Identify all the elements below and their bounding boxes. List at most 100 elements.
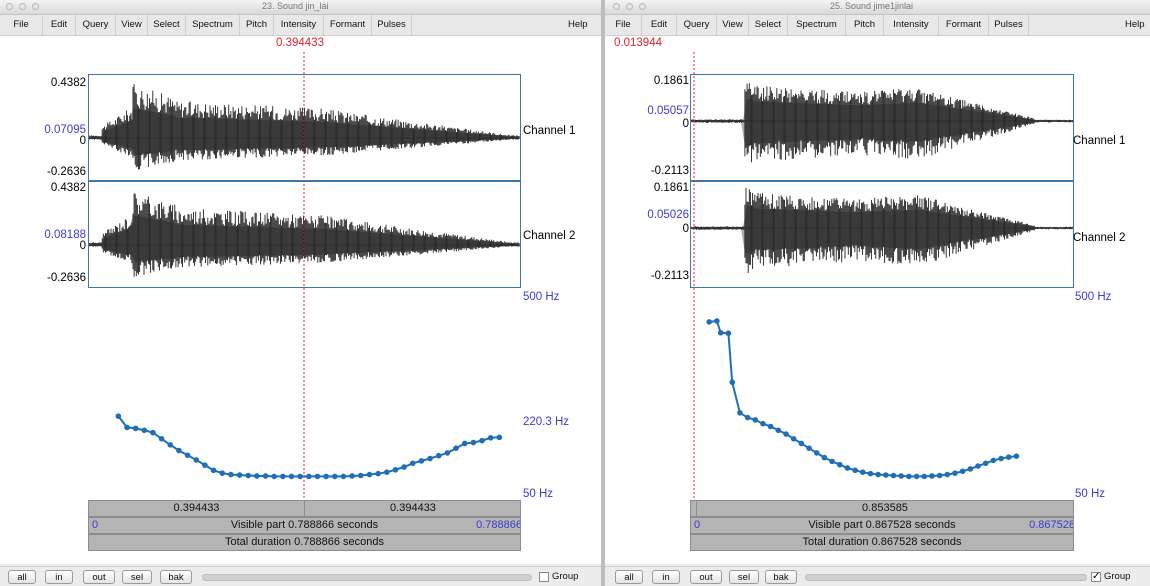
- segment-left[interactable]: 0.394433: [173, 502, 220, 514]
- waveform-path: [89, 193, 520, 277]
- menu-spectrum[interactable]: Spectrum: [788, 15, 846, 35]
- menu-query[interactable]: Query: [677, 15, 717, 35]
- zoom-window-icon[interactable]: [32, 3, 39, 10]
- horizontal-scrollbar[interactable]: [202, 574, 532, 581]
- pitch-point: [323, 473, 329, 480]
- menu-view[interactable]: View: [717, 15, 749, 35]
- pitch-point: [936, 472, 943, 479]
- zoom-window-icon[interactable]: [639, 3, 646, 10]
- menu-intensity[interactable]: Intensity: [884, 15, 939, 35]
- zoom-sel-button[interactable]: sel: [122, 570, 152, 584]
- waveform-path: [691, 83, 1073, 163]
- minimize-window-icon[interactable]: [19, 3, 26, 10]
- zoom-out-button[interactable]: out: [83, 570, 115, 584]
- menu-edit[interactable]: Edit: [43, 15, 76, 35]
- pitch-point: [836, 461, 843, 468]
- pitch-point: [306, 473, 312, 480]
- visible-part-bar[interactable]: 0 Visible part 0.867528 seconds 0.867528: [690, 517, 1074, 534]
- menu-help[interactable]: Help: [568, 19, 588, 30]
- minimize-window-icon[interactable]: [626, 3, 633, 10]
- zoom-toolbar: all in out sel bak Group: [0, 566, 601, 586]
- ch1-min-label: -0.2113: [650, 165, 689, 177]
- window-title: 25. Sound jime1jinlai: [830, 1, 914, 11]
- pitch-point: [737, 410, 743, 416]
- group-checkbox[interactable]: ✓: [1091, 571, 1101, 582]
- horizontal-scrollbar[interactable]: [805, 574, 1087, 581]
- menu-view[interactable]: View: [116, 15, 148, 35]
- waveform-2-svg: [691, 187, 1073, 273]
- visible-end: 0.867528: [1029, 519, 1074, 531]
- menu-query[interactable]: Query: [76, 15, 116, 35]
- segment-bar[interactable]: 0.853585: [690, 500, 1074, 517]
- menu-bar: File Edit Query View Select Spectrum Pit…: [0, 15, 601, 36]
- menu-formant[interactable]: Formant: [939, 15, 989, 35]
- window-divider: [601, 0, 605, 586]
- menu-select[interactable]: Select: [148, 15, 186, 35]
- waveform-channel-1[interactable]: [88, 74, 521, 181]
- menu-file[interactable]: File: [0, 15, 43, 35]
- zoom-back-button[interactable]: bak: [160, 570, 192, 584]
- pitch-point: [767, 423, 774, 430]
- menu-spectrum[interactable]: Spectrum: [186, 15, 240, 35]
- menu-pitch[interactable]: Pitch: [846, 15, 884, 35]
- pitch-point: [418, 458, 425, 464]
- title-bar[interactable]: 23. Sound jin_lái: [0, 0, 601, 15]
- waveform-channel-1[interactable]: [690, 74, 1074, 181]
- zoom-sel-button[interactable]: sel: [729, 570, 759, 584]
- waveform-channel-2[interactable]: [88, 181, 521, 288]
- close-window-icon[interactable]: [6, 3, 13, 10]
- zoom-in-button[interactable]: in: [45, 570, 73, 584]
- group-label: Group: [552, 571, 579, 582]
- zoom-back-button[interactable]: bak: [765, 570, 797, 584]
- waveform-channel-2[interactable]: [690, 181, 1074, 288]
- pitch-point: [752, 417, 759, 423]
- visible-part-bar[interactable]: 0 Visible part 0.788866 seconds 0.788866: [88, 517, 521, 534]
- waveform-path: [691, 187, 1073, 273]
- pitch-point: [990, 457, 997, 464]
- menu-pulses[interactable]: Pulses: [989, 15, 1029, 35]
- channel-1-label: Channel 1: [1073, 135, 1126, 147]
- pitch-point: [202, 462, 208, 468]
- pitch-point: [790, 435, 797, 442]
- segment-separator: [696, 501, 697, 516]
- pitch-point: [176, 447, 182, 454]
- visible-end: 0.788866: [476, 519, 521, 531]
- menu-pitch[interactable]: Pitch: [240, 15, 274, 35]
- menu-pulses[interactable]: Pulses: [372, 15, 412, 35]
- segment-right[interactable]: 0.394433: [390, 502, 436, 514]
- pitch-mid-label: 220.3 Hz: [523, 416, 570, 428]
- group-checkbox[interactable]: [539, 572, 549, 582]
- menu-intensity[interactable]: Intensity: [274, 15, 324, 35]
- pitch-point: [366, 471, 373, 478]
- menu-select[interactable]: Select: [749, 15, 788, 35]
- segment-full[interactable]: 0.853585: [862, 502, 908, 514]
- pitch-point: [158, 435, 165, 442]
- pitch-point: [1013, 453, 1020, 459]
- pitch-point: [921, 473, 928, 480]
- pitch-point: [375, 470, 381, 477]
- title-bar[interactable]: 25. Sound jime1jinlai: [605, 0, 1150, 15]
- close-window-icon[interactable]: [613, 3, 620, 10]
- menu-formant[interactable]: Formant: [324, 15, 372, 35]
- pitch-point: [461, 440, 468, 447]
- pitch-point: [210, 467, 217, 474]
- zoom-in-button[interactable]: in: [652, 570, 680, 584]
- pitch-point: [952, 470, 958, 476]
- pitch-track[interactable]: [690, 288, 1074, 500]
- zoom-out-button[interactable]: out: [690, 570, 722, 584]
- menu-file[interactable]: File: [605, 15, 642, 35]
- zoom-all-button[interactable]: all: [8, 570, 36, 584]
- pitch-point: [890, 472, 897, 479]
- menu-edit[interactable]: Edit: [642, 15, 677, 35]
- total-duration-bar[interactable]: Total duration 0.867528 seconds: [690, 534, 1074, 551]
- pitch-point: [383, 469, 390, 476]
- zoom-all-button[interactable]: all: [615, 570, 643, 584]
- total-duration-text: Total duration 0.788866 seconds: [224, 536, 384, 548]
- ch1-cursor-value: 0.05057: [647, 105, 689, 117]
- waveform-1-svg: [691, 83, 1073, 163]
- total-duration-bar[interactable]: Total duration 0.788866 seconds: [88, 534, 521, 551]
- menu-help[interactable]: Help: [1125, 19, 1145, 30]
- segment-bar[interactable]: 0.394433 0.394433: [88, 500, 521, 517]
- ch1-cursor-value: 0.07095: [44, 124, 86, 136]
- editor-area: 0.013944 0.1861 0.05057 0 -0.2113 0.1861…: [605, 36, 1150, 564]
